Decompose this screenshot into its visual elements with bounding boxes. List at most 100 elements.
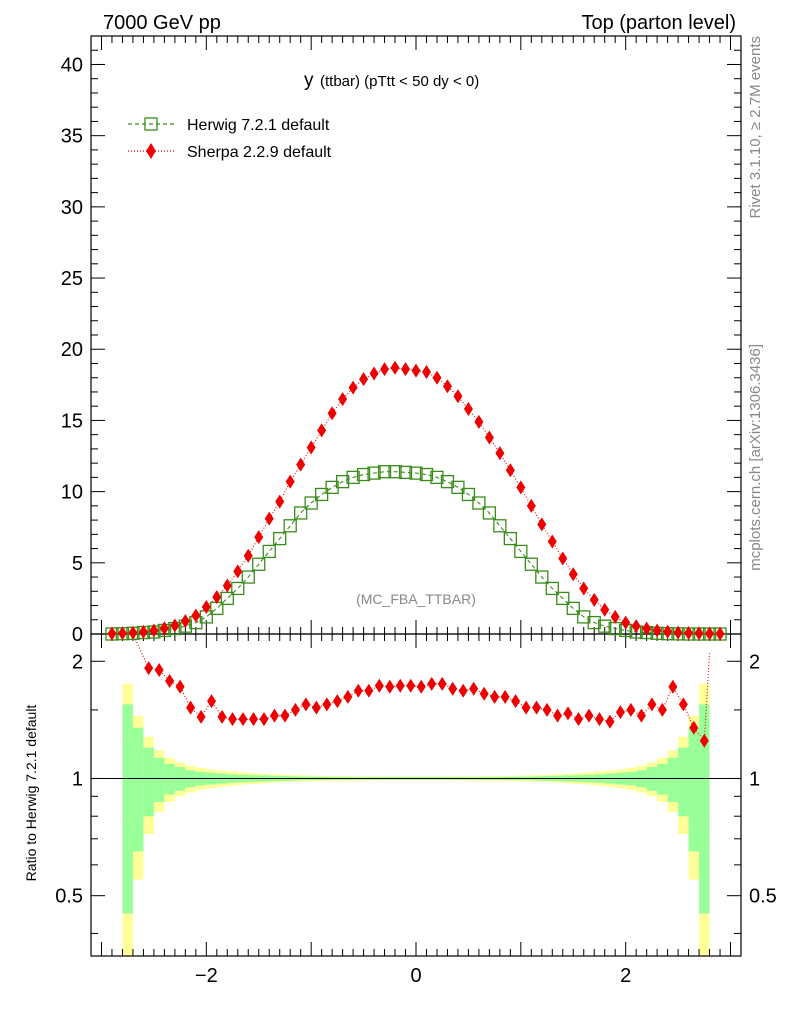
ratio-point [615, 705, 625, 720]
herwig-point [493, 519, 507, 533]
sherpa-point [558, 551, 568, 566]
sherpa-point [505, 463, 515, 478]
herwig-point [356, 467, 371, 482]
herwig-point [472, 496, 486, 510]
ratio-point [553, 708, 563, 723]
sherpa-point [117, 626, 127, 641]
herwig-point [231, 581, 245, 596]
ratio-point [563, 706, 573, 721]
herwig-point [388, 465, 402, 479]
ratio-point [364, 683, 374, 698]
ratio-point [165, 673, 175, 688]
ratio-x-tick-label: 0 [410, 965, 421, 987]
band-inner [657, 763, 668, 795]
ratio-point [301, 697, 311, 712]
sherpa-point [275, 494, 285, 509]
mcplots-credit-text: mcplots.cern.ch [arXiv:1306.3436] [747, 344, 764, 571]
ratio-point [332, 694, 342, 709]
ratio-point [228, 712, 238, 727]
band-inner [699, 704, 710, 914]
sherpa-point [600, 602, 610, 617]
ratio-point [500, 689, 510, 704]
sherpa-point [212, 589, 222, 604]
ratio-point [175, 679, 185, 694]
sherpa-point [390, 360, 400, 375]
ratio-point [322, 697, 332, 712]
ratio-point [416, 679, 426, 694]
header-right: Top (parton level) [581, 12, 736, 34]
sherpa-point [537, 517, 547, 532]
band-inner [143, 747, 154, 817]
herwig-point [461, 487, 476, 502]
legend-herwig-label: Herwig 7.2.1 default [187, 117, 330, 134]
sherpa-point [201, 599, 211, 614]
sherpa-point [149, 623, 159, 638]
sherpa-point [568, 567, 578, 582]
herwig-point [252, 557, 266, 571]
ratio-x-tick-label: 2 [620, 965, 631, 987]
band-inner [688, 727, 700, 852]
herwig-point [335, 475, 350, 489]
herwig-point [241, 570, 255, 584]
ratio-point [584, 708, 594, 723]
sherpa-series [107, 360, 725, 641]
ratio-point [427, 676, 437, 691]
herwig-point [482, 506, 497, 520]
ratio-point [511, 694, 521, 709]
header-left: 7000 GeV pp [103, 12, 221, 34]
sherpa-point [642, 621, 652, 636]
band-inner [678, 747, 689, 817]
sherpa-point [621, 615, 631, 630]
ratio-point [290, 702, 300, 717]
herwig-point [514, 544, 528, 559]
ratio-point [374, 678, 384, 693]
main-y-tick-label: 20 [61, 339, 83, 361]
herwig-point [294, 506, 308, 520]
band-inner [153, 757, 165, 803]
band-inner [122, 704, 133, 914]
sherpa-point [589, 592, 599, 607]
sherpa-point [317, 423, 327, 438]
ratio-y-tick-label: 2 [749, 651, 760, 673]
sherpa-point [306, 440, 316, 455]
sherpa-point [369, 366, 379, 381]
ratio-point [217, 709, 227, 724]
ratio-point [657, 702, 667, 717]
herwig-point [587, 615, 601, 630]
sherpa-point [338, 392, 348, 407]
sherpa-point [484, 430, 494, 445]
sherpa-point [705, 626, 715, 641]
sherpa-point [673, 625, 683, 640]
sherpa-point [694, 626, 704, 641]
sherpa-point [401, 362, 411, 377]
ratio-point [406, 678, 416, 693]
ratio-point [574, 712, 583, 727]
herwig-line [111, 471, 721, 635]
band-inner [667, 757, 679, 803]
sherpa-point [547, 534, 557, 549]
ratio-point [280, 708, 290, 723]
ratio-point [448, 681, 458, 696]
herwig-point [545, 581, 559, 596]
ratio-point [605, 714, 615, 729]
sherpa-point [432, 370, 442, 385]
herwig-point [451, 480, 465, 494]
ratio-series [132, 633, 711, 748]
ratio-point [668, 679, 678, 694]
herwig-point [283, 519, 297, 533]
ratio-point [594, 712, 604, 727]
legend-sherpa-marker [146, 143, 156, 159]
ratio-point [385, 679, 395, 694]
herwig-point [419, 467, 434, 482]
sherpa-point [684, 626, 694, 641]
sherpa-point [421, 365, 431, 380]
ratio-point [479, 686, 489, 701]
sherpa-point [180, 614, 190, 629]
herwig-point [367, 466, 381, 480]
sherpa-point [191, 608, 201, 623]
ratio-panel-frame [90, 633, 742, 957]
sherpa-point [463, 402, 473, 417]
sherpa-point [380, 362, 390, 377]
sherpa-point [327, 406, 337, 421]
ratio-point [311, 700, 321, 715]
